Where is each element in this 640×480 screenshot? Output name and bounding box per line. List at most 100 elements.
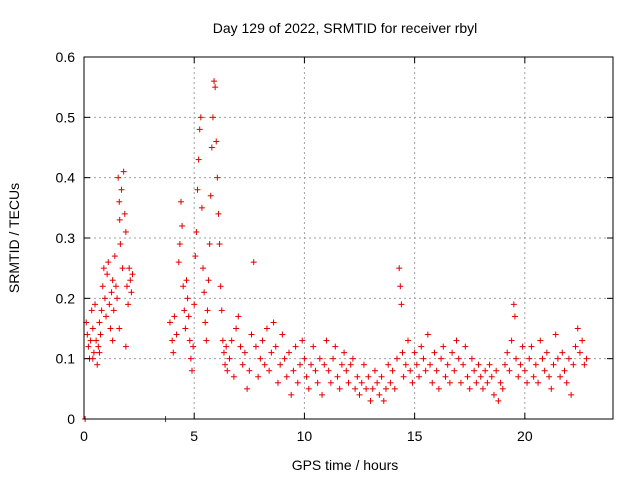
data-point <box>105 259 112 266</box>
data-point <box>209 114 216 121</box>
data-point <box>101 295 108 302</box>
data-point <box>301 355 308 362</box>
data-point <box>186 337 193 344</box>
y-tick-label: 0.2 <box>56 290 76 306</box>
data-point <box>559 349 566 356</box>
data-point <box>572 343 579 350</box>
data-point <box>201 289 208 296</box>
data-point <box>200 265 207 272</box>
y-tick-label: 0.4 <box>56 170 76 186</box>
data-point <box>127 277 134 284</box>
data-point <box>89 355 96 362</box>
data-point <box>223 343 230 350</box>
data-point <box>219 337 226 344</box>
data-point <box>211 78 218 85</box>
data-point <box>352 385 359 392</box>
data-point <box>104 271 111 278</box>
data-point <box>360 361 367 368</box>
data-point <box>442 373 449 380</box>
data-point <box>226 355 233 362</box>
data-point <box>462 343 469 350</box>
data-point <box>166 319 173 326</box>
data-point <box>546 373 553 380</box>
data-point <box>539 355 546 362</box>
data-point <box>109 277 116 284</box>
data-point <box>380 397 387 404</box>
data-point <box>460 361 467 368</box>
data-point <box>477 373 484 380</box>
data-point <box>233 325 240 332</box>
x-tick-label: 20 <box>517 428 533 444</box>
data-point <box>576 349 583 356</box>
data-point <box>336 385 343 392</box>
data-point <box>110 307 117 314</box>
y-axis-label: SRMTID / TECUs <box>6 183 22 293</box>
data-point <box>345 379 352 386</box>
data-point <box>230 373 237 380</box>
data-point <box>244 385 251 392</box>
data-point <box>96 319 103 326</box>
data-point <box>568 391 575 398</box>
data-point <box>413 361 420 368</box>
data-point <box>385 361 392 368</box>
data-point <box>214 174 221 181</box>
data-point <box>216 241 223 248</box>
data-point <box>118 186 125 193</box>
data-point <box>111 253 118 260</box>
data-point <box>196 126 203 133</box>
data-point <box>220 349 227 356</box>
data-point <box>376 391 383 398</box>
data-point <box>169 337 176 344</box>
data-point <box>117 241 124 248</box>
data-point <box>99 283 106 290</box>
data-point <box>554 355 561 362</box>
data-point <box>103 313 110 320</box>
data-point <box>363 385 370 392</box>
data-point <box>416 373 423 380</box>
data-point <box>194 186 201 193</box>
data-point <box>116 325 123 332</box>
data-point <box>495 397 502 404</box>
data-point <box>204 307 211 314</box>
data-point <box>347 361 354 368</box>
data-point <box>451 367 458 374</box>
data-point <box>479 385 486 392</box>
data-point <box>310 343 317 350</box>
data-point <box>422 367 429 374</box>
data-point <box>475 361 482 368</box>
data-point <box>530 373 537 380</box>
data-point <box>369 385 376 392</box>
data-point <box>561 367 568 374</box>
data-point <box>87 337 94 344</box>
data-point <box>397 283 404 290</box>
data-point <box>332 343 339 350</box>
data-point <box>180 283 187 290</box>
data-point <box>387 379 394 386</box>
data-point <box>184 295 191 302</box>
data-point <box>323 337 330 344</box>
data-point <box>189 367 196 374</box>
data-point <box>464 373 471 380</box>
data-point <box>367 397 374 404</box>
data-point <box>399 349 406 356</box>
data-point <box>526 355 533 362</box>
data-point <box>203 337 210 344</box>
data-point <box>263 325 270 332</box>
data-point <box>246 367 253 374</box>
data-point <box>261 361 268 368</box>
data-point <box>303 373 310 380</box>
data-point <box>228 337 235 344</box>
data-point <box>438 355 445 362</box>
data-point <box>508 337 515 344</box>
data-point <box>95 343 102 350</box>
data-points <box>82 78 590 422</box>
data-point <box>129 271 136 278</box>
data-point <box>116 198 123 205</box>
data-point <box>418 343 425 350</box>
data-point <box>120 168 127 175</box>
data-point <box>122 343 129 350</box>
data-point <box>248 331 255 338</box>
data-point <box>356 391 363 398</box>
data-point <box>125 301 132 308</box>
data-point <box>185 313 192 320</box>
